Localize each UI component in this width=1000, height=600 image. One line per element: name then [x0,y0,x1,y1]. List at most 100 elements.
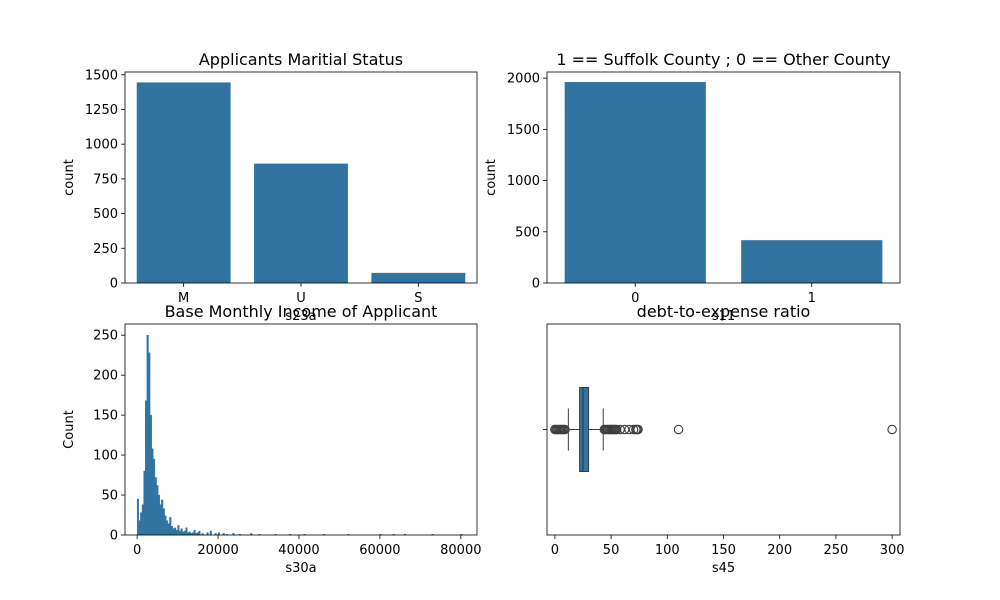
histogram-bin [183,530,186,536]
y-tick-label: 50 [101,489,118,504]
histogram-bin [166,520,169,536]
histogram-bin [156,485,159,536]
chart-title: 1 == Suffolk County ; 0 == Other County [556,50,890,69]
y-tick-label: 1000 [85,138,118,153]
outlier-point [887,424,897,435]
axes-frame [546,71,901,284]
x-axis-label: s11 [712,309,735,324]
x-tick-label: S [414,291,422,306]
x-tick-label: 50 [603,543,620,558]
x-tick-label: 80000 [440,543,481,558]
chart-title: Base Monthly Income of Applicant [165,302,438,321]
histogram-bin [145,400,148,536]
y-tick-label: 1000 [507,174,540,189]
histogram-bin [136,498,139,536]
outlier-point [628,424,639,435]
y-tick-label: 750 [93,172,118,187]
y-tick-label: 0 [110,529,118,544]
histogram-bin [177,525,180,536]
x-tick-label: 150 [711,543,736,558]
income-histogram: 0 50 100 150 200 250 0 20000 40000 60000 80000 Base… [62,302,481,576]
y-tick-label: 250 [93,329,118,344]
histogram-bin [138,520,141,536]
histogram-bin [157,494,160,536]
histogram-bin [149,414,152,536]
histogram-bin [209,530,212,536]
x-tick-label: 40000 [278,543,319,558]
y-tick-label: 100 [93,449,118,464]
histogram-bin [159,504,162,536]
y-tick-label: 250 [93,242,118,257]
x-tick-label: M [178,291,189,306]
x-axis-label: s30a [285,561,316,576]
y-axis-label: count [62,159,77,196]
chart-title: debt-to-expense ratio [637,302,811,321]
box-iqr [579,387,590,472]
county-bar-chart: 0 500 1000 1500 2000 0 1 1 == Suffolk County ; … [484,50,901,324]
x-tick-label: 300 [880,543,905,558]
histogram-bin [182,531,185,536]
histogram-bin [175,530,178,536]
histogram-bin [143,470,146,536]
y-axis-label: Count [62,410,77,449]
x-tick-label: 60000 [359,543,400,558]
histogram-bin [170,526,173,536]
histogram-bin [167,523,170,536]
y-tick-label: 1500 [85,68,118,83]
x-axis-label: s45 [712,561,735,576]
histogram-bin [153,458,156,536]
y-tick-label: 0 [532,277,540,292]
axes-frame [124,323,478,536]
x-tick-label: 20000 [197,543,238,558]
bar-1 [741,240,883,283]
y-tick-label: 2000 [507,72,540,87]
histogram-bin [169,517,172,536]
y-tick-label: 1500 [507,123,540,138]
histogram-bin [174,527,177,536]
histogram-bin [179,530,182,536]
x-tick-label: 0 [631,291,639,306]
bar-M [136,82,231,283]
histogram-bin [151,448,154,536]
outlier-point [633,424,643,435]
x-tick-label: 0 [551,543,559,558]
x-tick-label: 1 [808,291,816,306]
histogram-bin [161,499,164,536]
bar-U [254,163,348,283]
outlier-point [615,424,625,435]
histogram-bin [198,530,201,536]
y-tick-label: 500 [93,207,118,222]
histogram-bin [140,512,143,536]
y-axis-label: count [484,159,499,196]
histogram-bin [185,527,188,536]
y-tick-label: 200 [93,369,118,384]
y-tick-label: 500 [515,225,540,240]
histogram-bin [141,504,144,536]
histogram-bin [172,528,175,536]
y-tick-label: 0 [110,277,118,292]
chart-title: Applicants Maritial Status [199,50,403,69]
bar-S [371,272,466,283]
x-tick-label: 0 [133,543,141,558]
outlier-point [560,424,570,435]
histogram-bin [162,508,165,536]
y-tick-label: 1250 [85,103,118,118]
histogram-bin [164,515,167,536]
histogram-bin [154,477,157,536]
histogram-bin [148,352,151,536]
x-tick-label: U [296,291,306,306]
outlier-point [619,424,630,435]
y-tick-label: 150 [93,409,118,424]
histogram-bin [146,334,149,536]
histogram-bin [180,528,183,536]
marital-status-bar-chart: 0 250 500 750 1000 1250 1500 M U S Applicants Mari… [62,50,478,324]
bar-0 [564,82,706,283]
histogram-bin [188,531,191,536]
x-tick-label: 200 [767,543,792,558]
x-tick-label: 100 [655,543,680,558]
x-axis-label: s23a [285,309,316,324]
outlier-point [673,424,684,435]
x-tick-label: 250 [824,543,849,558]
